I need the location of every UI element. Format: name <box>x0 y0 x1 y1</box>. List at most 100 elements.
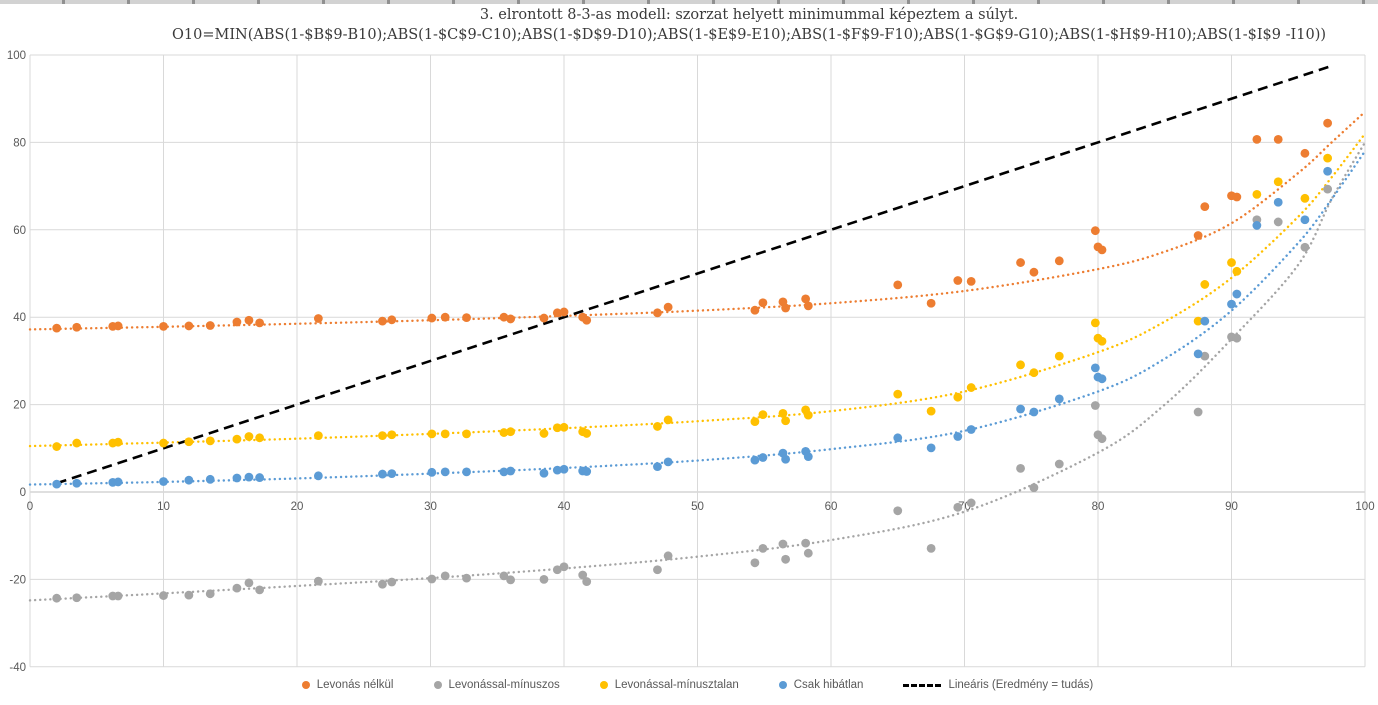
data-point-levon-s-n-lk-l <box>966 276 976 286</box>
data-point-csak-hib-tlan <box>387 469 397 479</box>
y-axis-tick-label: -20 <box>9 574 26 586</box>
legend-item-csak-hib-tlan[interactable]: Csak hibátlan <box>778 679 864 691</box>
data-point-levon-ssal-m-nusztalan <box>313 431 323 441</box>
legend-dashed-line-icon <box>903 683 942 687</box>
data-point-levon-s-n-lk-l <box>205 321 215 330</box>
data-point-csak-hib-tlan <box>966 425 976 434</box>
data-point-levon-ssal-m-nuszos <box>953 502 963 512</box>
data-point-levon-ssal-m-nusztalan <box>1273 177 1283 187</box>
data-point-levon-ssal-m-nusztalan <box>1323 153 1333 163</box>
data-point-levon-s-n-lk-l <box>539 313 549 323</box>
data-point-levon-ssal-m-nuszos <box>1232 333 1242 343</box>
x-axis-tick-label: 20 <box>291 501 304 513</box>
data-point-levon-s-n-lk-l <box>803 301 813 311</box>
data-point-levon-ssal-m-nusztalan <box>539 429 549 438</box>
data-point-levon-ssal-m-nusztalan <box>506 427 515 437</box>
data-point-levon-ssal-m-nusztalan <box>803 410 813 420</box>
data-point-levon-ssal-m-nusztalan <box>205 436 215 446</box>
data-point-csak-hib-tlan <box>926 443 936 453</box>
data-point-levon-ssal-m-nuszos <box>378 579 387 589</box>
data-point-csak-hib-tlan <box>750 455 760 465</box>
data-point-levon-ssal-m-nuszos <box>184 590 194 600</box>
data-point-levon-ssal-m-nusztalan <box>750 417 760 427</box>
data-point-levon-s-n-lk-l <box>1232 192 1242 202</box>
data-point-levon-ssal-m-nuszos <box>387 577 397 587</box>
data-point-levon-s-n-lk-l <box>893 280 903 290</box>
data-point-levon-s-n-lk-l <box>506 314 515 324</box>
data-point-levon-s-n-lk-l <box>232 317 242 327</box>
data-point-levon-ssal-m-nuszos <box>52 593 62 603</box>
x-axis-tick-label: 50 <box>691 501 704 513</box>
legend-label: Csak hibátlan <box>793 679 864 691</box>
data-point-levon-s-n-lk-l <box>255 318 265 328</box>
data-point-levon-ssal-m-nusztalan <box>663 415 673 425</box>
x-axis-tick-label: 80 <box>1092 501 1105 513</box>
data-point-levon-s-n-lk-l <box>663 302 673 312</box>
data-point-levon-s-n-lk-l <box>72 322 82 332</box>
data-point-csak-hib-tlan <box>440 467 450 477</box>
data-point-levon-s-n-lk-l <box>582 315 592 325</box>
data-point-levon-s-n-lk-l <box>499 312 509 322</box>
data-point-levon-ssal-m-nusztalan <box>159 438 168 448</box>
data-point-levon-ssal-m-nusztalan <box>559 422 569 432</box>
data-point-levon-ssal-m-nuszos <box>926 543 936 553</box>
data-point-csak-hib-tlan <box>205 474 215 484</box>
legend-item-line-ris-eredm-ny-tud-s-[interactable]: Lineáris (Eredmény = tudás) <box>903 679 1093 691</box>
data-point-levon-ssal-m-nusztalan <box>552 423 562 433</box>
data-point-levon-ssal-m-nusztalan <box>926 406 936 416</box>
data-point-levon-ssal-m-nuszos <box>1200 351 1210 361</box>
data-point-csak-hib-tlan <box>255 473 265 482</box>
data-point-levon-s-n-lk-l <box>1300 148 1310 158</box>
data-point-levon-ssal-m-nusztalan <box>52 442 62 451</box>
data-point-csak-hib-tlan <box>663 457 673 467</box>
chart-legend: Levonás nélkül Levonással-mínuszos Levonás… <box>0 679 1378 691</box>
data-point-csak-hib-tlan <box>1029 407 1039 417</box>
reference-line-linear <box>56 64 1333 485</box>
data-point-csak-hib-tlan <box>559 464 569 474</box>
data-point-levon-s-n-lk-l <box>552 308 562 318</box>
data-point-levon-ssal-m-nuszos <box>778 539 788 549</box>
data-point-levon-ssal-m-nusztalan <box>499 428 509 437</box>
data-point-csak-hib-tlan <box>803 452 813 462</box>
data-point-levon-s-n-lk-l <box>1252 134 1262 144</box>
data-point-levon-s-n-lk-l <box>1323 118 1333 128</box>
data-point-levon-ssal-m-nuszos <box>966 498 976 508</box>
data-point-csak-hib-tlan <box>1193 349 1203 359</box>
data-point-levon-ssal-m-nuszos <box>506 575 515 585</box>
data-point-csak-hib-tlan <box>52 479 62 489</box>
data-point-levon-ssal-m-nusztalan <box>582 429 592 438</box>
data-point-csak-hib-tlan <box>1097 374 1107 384</box>
legend-item-levon-s-n-lk-l[interactable]: Levonás nélkül <box>301 679 394 691</box>
data-point-csak-hib-tlan <box>244 472 254 482</box>
data-point-levon-s-n-lk-l <box>758 298 768 308</box>
spreadsheet-column-edge <box>0 0 1378 4</box>
data-point-levon-ssal-m-nuszos <box>803 548 813 558</box>
data-point-levon-ssal-m-nuszos <box>113 591 123 601</box>
data-point-levon-ssal-m-nuszos <box>159 591 168 600</box>
data-point-levon-ssal-m-nusztalan <box>72 438 82 448</box>
data-point-levon-ssal-m-nusztalan <box>184 437 194 447</box>
legend-dot-icon <box>599 681 608 689</box>
data-point-csak-hib-tlan <box>1323 166 1333 176</box>
data-point-levon-ssal-m-nuszos <box>552 565 562 575</box>
legend-item-levon-ssal-m-nuszos[interactable]: Levonással-mínuszos <box>433 679 560 691</box>
data-point-levon-s-n-lk-l <box>953 276 963 285</box>
x-axis-tick-label: 90 <box>1225 501 1238 513</box>
data-point-levon-ssal-m-nusztalan <box>953 392 963 402</box>
x-axis-tick-label: 0 <box>27 501 33 513</box>
data-point-levon-ssal-m-nuszos <box>255 585 265 595</box>
x-axis-tick-label: 60 <box>825 501 838 513</box>
data-point-csak-hib-tlan <box>758 453 768 462</box>
y-axis-tick-label: 100 <box>7 50 26 62</box>
legend-label: Levonás nélkül <box>316 679 394 691</box>
data-point-levon-ssal-m-nuszos <box>244 578 254 588</box>
data-point-csak-hib-tlan <box>552 465 562 475</box>
data-point-levon-s-n-lk-l <box>52 323 62 333</box>
legend-item-levon-ssal-m-nusztalan[interactable]: Levonással-mínusztalan <box>599 679 739 691</box>
y-axis-tick-label: 80 <box>13 137 26 149</box>
data-point-levon-s-n-lk-l <box>1029 267 1039 277</box>
data-point-levon-ssal-m-nusztalan <box>781 416 791 426</box>
data-point-csak-hib-tlan <box>1016 404 1025 414</box>
